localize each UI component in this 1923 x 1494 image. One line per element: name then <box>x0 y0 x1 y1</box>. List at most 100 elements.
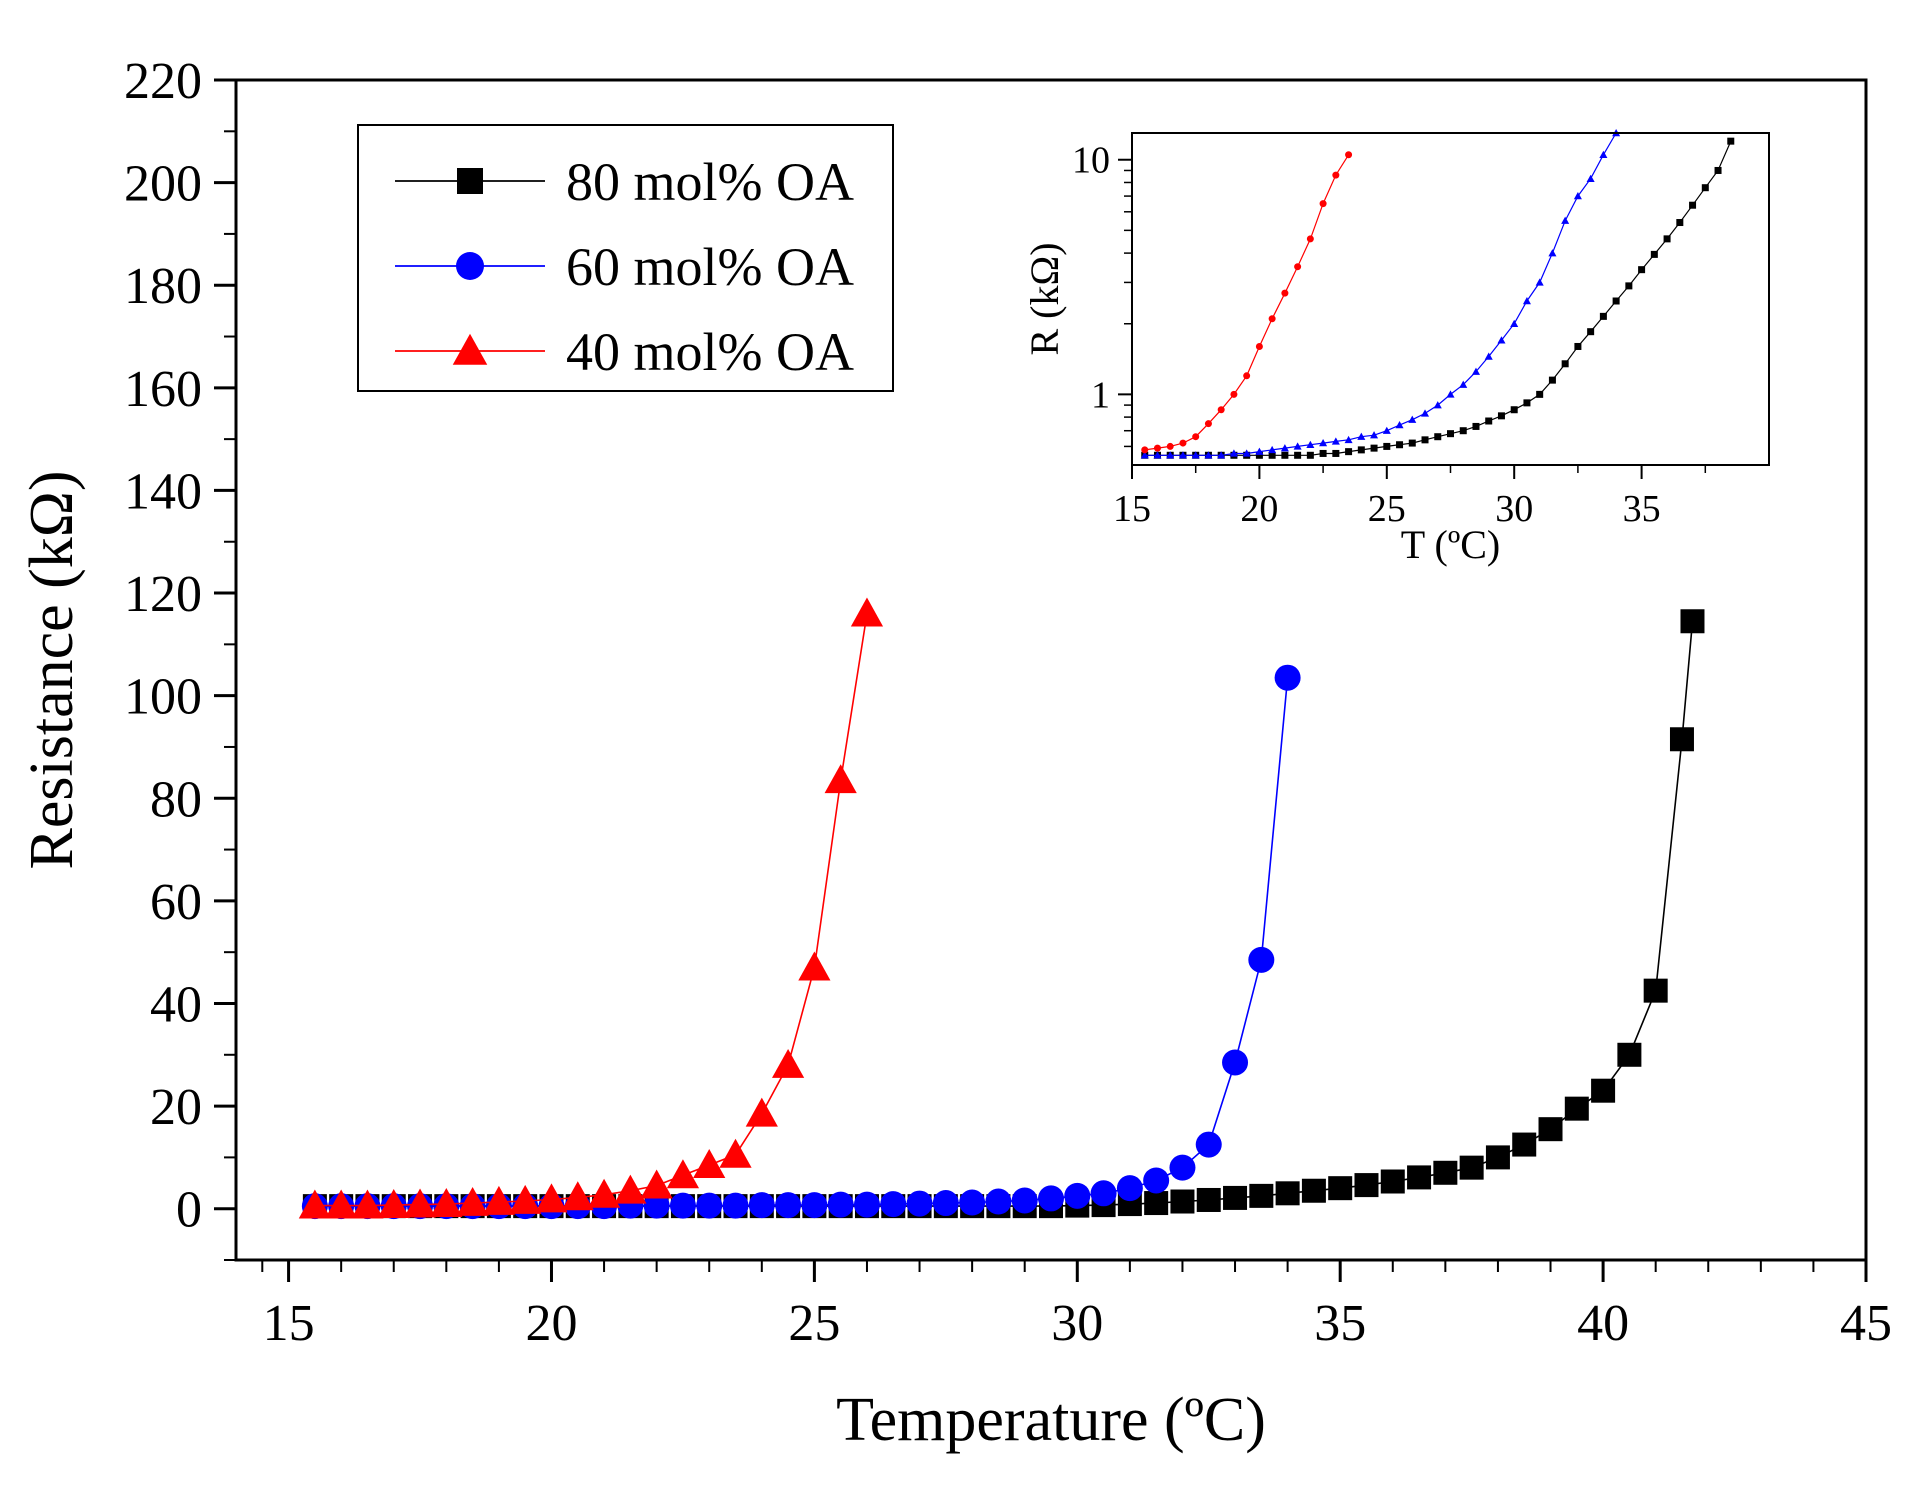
data-point <box>1459 1155 1484 1180</box>
inset-data-point <box>1701 184 1709 192</box>
data-point <box>1011 1187 1038 1214</box>
inset-data-point <box>1382 426 1391 434</box>
inset-data-point <box>1166 442 1174 450</box>
inset-data-point <box>1650 250 1658 258</box>
data-point <box>1591 1078 1616 1103</box>
data-point <box>1248 946 1275 973</box>
data-point <box>959 1189 986 1216</box>
data-point <box>1485 1145 1510 1170</box>
y-tick-label: 120 <box>124 566 202 623</box>
series-40-mol-oa <box>298 597 884 1219</box>
data-point <box>403 1188 437 1218</box>
inset-data-point <box>1535 278 1544 286</box>
y-tick-label: 200 <box>124 156 202 213</box>
data-point <box>880 1191 907 1218</box>
data-point <box>853 1191 880 1218</box>
inset-x-tick-label: 35 <box>1623 488 1661 530</box>
data-point <box>1170 1189 1195 1214</box>
inset-data-point <box>1434 433 1442 441</box>
data-point <box>801 1192 828 1219</box>
inset-data-point <box>1204 420 1212 428</box>
legend-marker <box>452 333 488 365</box>
x-tick-label: 15 <box>263 1295 315 1352</box>
inset-data-point <box>1663 235 1671 243</box>
data-point <box>722 1192 749 1219</box>
main-x-axis-label: Temperature (ºC) <box>836 1386 1266 1454</box>
inset-data-point <box>1459 427 1467 435</box>
inset-data-point <box>1573 192 1582 200</box>
inset-data-point <box>1344 435 1353 444</box>
inset-y-tick-label: 10 <box>1072 140 1110 182</box>
legend-box <box>357 124 894 392</box>
data-point <box>298 1189 331 1219</box>
data-point <box>985 1188 1012 1215</box>
inset-data-point <box>1561 216 1570 224</box>
data-point <box>1196 1187 1221 1212</box>
data-point <box>643 1192 670 1219</box>
inset-data-point <box>1574 342 1582 350</box>
inset-x-tick-label: 15 <box>1113 488 1151 530</box>
main-plot-frame <box>234 78 1868 1262</box>
inset-data-point <box>1345 151 1353 159</box>
inset-data-point <box>1217 406 1225 414</box>
data-point <box>1512 1132 1537 1157</box>
data-point <box>587 1178 621 1208</box>
inset-data-point <box>1523 399 1531 407</box>
inset-data-point <box>1293 442 1302 450</box>
data-point <box>351 1189 384 1219</box>
legend-items: 80 mol% OA 60 mol% OA 40 mol% OA <box>395 152 854 382</box>
inset-data-point <box>1306 235 1314 243</box>
legend-label: 60 mol% OA <box>566 237 854 297</box>
data-point <box>696 1192 723 1219</box>
inset-background <box>1132 133 1769 465</box>
data-point <box>745 1097 778 1127</box>
data-point <box>1249 1183 1274 1208</box>
data-point <box>906 1190 933 1217</box>
data-point <box>325 1189 358 1219</box>
data-point <box>1433 1160 1458 1185</box>
inset-data-point <box>1230 390 1238 398</box>
y-tick-label: 180 <box>124 258 202 315</box>
x-tick-label: 30 <box>1051 1295 1103 1352</box>
data-point <box>1222 1049 1249 1076</box>
data-point <box>535 1183 568 1213</box>
data-point <box>771 1048 805 1078</box>
data-point <box>1328 1176 1353 1201</box>
inset-data-point <box>1638 266 1646 274</box>
inset-data-point <box>1332 171 1340 179</box>
data-point <box>1275 1181 1300 1206</box>
legend-label: 80 mol% OA <box>566 152 854 212</box>
data-point <box>509 1184 542 1214</box>
series-60-mol-oa <box>301 664 1301 1220</box>
x-tick-label: 40 <box>1577 1295 1629 1352</box>
main-y-axis-label: Resistance (kΩ) <box>18 470 86 869</box>
inset-data-point <box>1370 444 1378 452</box>
data-point <box>482 1185 516 1215</box>
data-point <box>748 1192 775 1219</box>
inset-series-80-mol-oa <box>1141 137 1735 459</box>
data-point <box>1274 664 1301 691</box>
inset-x-tick-label: 20 <box>1240 488 1278 530</box>
y-tick-label: 20 <box>150 1079 202 1136</box>
inset-series-layer <box>1140 128 1735 459</box>
x-tick-label: 35 <box>1314 1295 1366 1352</box>
inset-data-point <box>1599 312 1607 320</box>
data-point <box>614 1174 647 1204</box>
y-tick-label: 100 <box>124 669 202 726</box>
inset-y-axis-label: R (kΩ) <box>1022 242 1067 355</box>
data-point <box>719 1138 752 1168</box>
series-line <box>314 613 868 1207</box>
inset-data-point <box>1586 174 1595 182</box>
inset-data-point <box>1204 451 1213 459</box>
inset-y-tick-label: 1 <box>1091 374 1110 416</box>
data-point <box>932 1190 959 1217</box>
inset-plot: 15 20 25 30 35 1 10 T (ºC) R (kΩ) <box>1022 128 1770 567</box>
data-point <box>1090 1180 1117 1207</box>
inset-series-40-mol-oa <box>1141 151 1353 454</box>
inset-x-tick-label: 25 <box>1368 488 1406 530</box>
inset-data-point <box>1497 412 1505 420</box>
y-tick-label: 40 <box>150 976 202 1033</box>
inset-data-point <box>1510 319 1519 327</box>
inset-data-point <box>1332 449 1340 457</box>
inset-data-point <box>1536 390 1544 398</box>
